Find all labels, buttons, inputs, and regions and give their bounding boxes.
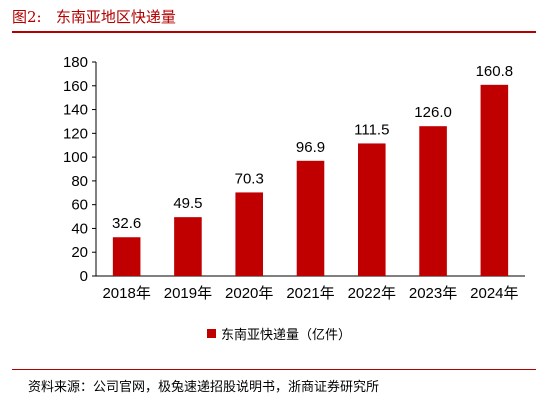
data-label: 160.8	[476, 63, 514, 80]
y-tick-label: 0	[80, 268, 88, 285]
y-tick-label: 180	[63, 54, 88, 71]
y-tick-label: 160	[63, 78, 88, 95]
bar	[296, 160, 325, 276]
legend-swatch	[207, 328, 216, 338]
bar	[419, 126, 447, 276]
x-tick-label: 2020年	[225, 285, 273, 302]
source-rule	[12, 369, 536, 370]
x-axis: 2018年 2019年 2020年 2021年 2022年 2023年 2024年	[96, 275, 525, 302]
bar-series	[112, 84, 509, 277]
data-label: 70.3	[235, 170, 264, 187]
y-tick-label: 20	[71, 244, 88, 261]
bar-chart: 0 20 40 60 80 100 120 140 160 180 2018年 2019年 2020年…	[63, 54, 525, 302]
y-tick-label: 60	[71, 197, 88, 214]
source-note: 资料来源：公司官网，极兔速递招股说明书，浙商证券研究所	[28, 380, 380, 395]
y-tick-label: 140	[63, 102, 88, 119]
x-tick-label: 2022年	[348, 285, 396, 302]
x-tick-label: 2023年	[409, 285, 457, 302]
data-label: 32.6	[112, 215, 141, 232]
y-axis: 0 20 40 60 80 100 120 140 160 180	[63, 54, 97, 285]
bar	[357, 143, 386, 276]
bar	[174, 217, 202, 276]
y-tick-label: 40	[71, 220, 88, 237]
y-tick-label: 80	[71, 173, 88, 190]
legend-label: 东南亚快递量（亿件）	[221, 327, 352, 343]
bar	[480, 84, 509, 277]
x-tick-label: 2024年	[470, 285, 518, 302]
title-rule	[12, 31, 536, 33]
figure-title: 图2: 东南亚地区快递量	[12, 8, 176, 26]
figure-header: 图2: 东南亚地区快递量	[0, 0, 548, 34]
y-tick-label: 120	[63, 125, 88, 142]
x-tick-label: 2021年	[286, 285, 334, 302]
legend: 东南亚快递量（亿件）	[207, 324, 352, 343]
y-tick-label: 100	[63, 149, 88, 166]
bar	[235, 192, 264, 276]
data-label: 96.9	[296, 139, 325, 156]
data-label: 111.5	[354, 121, 389, 138]
x-tick-label: 2019年	[164, 285, 212, 302]
data-label: 126.0	[414, 104, 452, 121]
bar	[112, 237, 141, 276]
x-tick-label: 2018年	[102, 285, 150, 302]
data-label: 49.5	[173, 195, 202, 212]
data-labels: 32.6 49.5 70.3 96.9 111.5 126.0 160.8	[112, 63, 513, 232]
